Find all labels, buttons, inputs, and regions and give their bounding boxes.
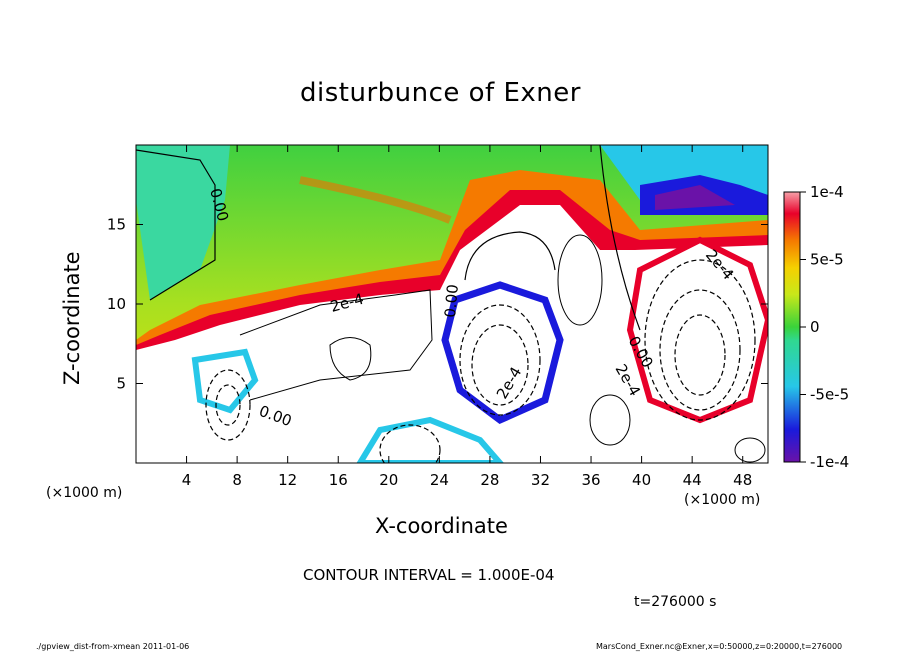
- z-tick-label: 5: [116, 375, 126, 393]
- x-tick-label: 24: [430, 471, 449, 489]
- z-tick-label: 10: [107, 295, 126, 313]
- colorbar-tick-label: 0: [810, 318, 820, 336]
- colorbar-ticks: 1e-4 5e-5 0 -5e-5 -1e-4: [800, 183, 849, 471]
- x-tick-label: 16: [329, 471, 348, 489]
- contour-interval: CONTOUR INTERVAL = 1.000E-04: [303, 566, 555, 584]
- x-tick-label: 28: [480, 471, 499, 489]
- negative-contours: [205, 259, 756, 463]
- z-tick-label: 15: [107, 216, 126, 234]
- chart-title: disturbunce of Exner: [300, 78, 581, 108]
- time-label: t=276000 s: [634, 594, 717, 610]
- colorbar: [783, 191, 801, 463]
- x-tick-label: 20: [379, 471, 398, 489]
- contour-label: 0.00: [441, 284, 462, 319]
- x-tick-label: 12: [278, 471, 297, 489]
- footer-left: ./gpview_dist-from-xmean 2011-01-06: [36, 642, 190, 651]
- colorbar-tick-label: -5e-5: [810, 386, 849, 404]
- x-unit-left: (×1000 m): [46, 485, 123, 501]
- contour-field: [136, 145, 768, 463]
- colorbar-tick-label: -1e-4: [810, 453, 849, 471]
- x-tick-label: 8: [232, 471, 242, 489]
- colorbar-tick-label: 5e-5: [810, 251, 844, 269]
- x-tick-label: 36: [581, 471, 600, 489]
- x-tick-label: 48: [733, 471, 752, 489]
- x-tick-label: 4: [182, 471, 192, 489]
- x-tick-label: 44: [683, 471, 702, 489]
- x-axis-label: X-coordinate: [375, 514, 508, 538]
- colorbar-tick-label: 1e-4: [810, 183, 844, 201]
- x-tick-label: 32: [531, 471, 550, 489]
- x-tick-label: 40: [632, 471, 651, 489]
- x-unit-right: (×1000 m): [684, 492, 761, 508]
- footer-right: MarsCond_Exner.nc@Exner,x=0:50000,z=0:20…: [596, 642, 843, 651]
